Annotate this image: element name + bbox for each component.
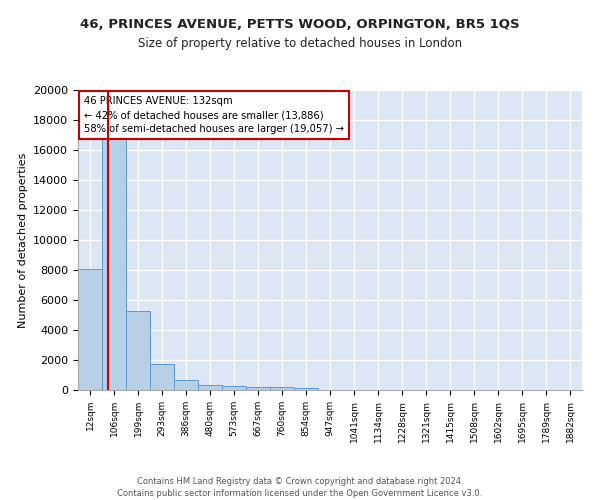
Text: 46 PRINCES AVENUE: 132sqm
← 42% of detached houses are smaller (13,886)
58% of s: 46 PRINCES AVENUE: 132sqm ← 42% of detac… (85, 96, 344, 134)
Y-axis label: Number of detached properties: Number of detached properties (17, 152, 28, 328)
Bar (246, 387, 270, 390)
Bar (174, 380, 198, 390)
Text: 46, PRINCES AVENUE, PETTS WOOD, ORPINGTON, BR5 1QS: 46, PRINCES AVENUE, PETTS WOOD, ORPINGTO… (80, 18, 520, 30)
Bar (198, 385, 222, 390)
Bar (222, 386, 246, 390)
Bar (150, 364, 174, 390)
Bar (270, 388, 294, 390)
Bar (102, 140, 126, 390)
Bar (126, 310, 150, 390)
Text: Size of property relative to detached houses in London: Size of property relative to detached ho… (138, 38, 462, 51)
Bar (294, 388, 318, 390)
Text: Contains public sector information licensed under the Open Government Licence v3: Contains public sector information licen… (118, 488, 482, 498)
Bar (78, 268, 102, 390)
Text: Contains HM Land Registry data © Crown copyright and database right 2024.: Contains HM Land Registry data © Crown c… (137, 477, 463, 486)
